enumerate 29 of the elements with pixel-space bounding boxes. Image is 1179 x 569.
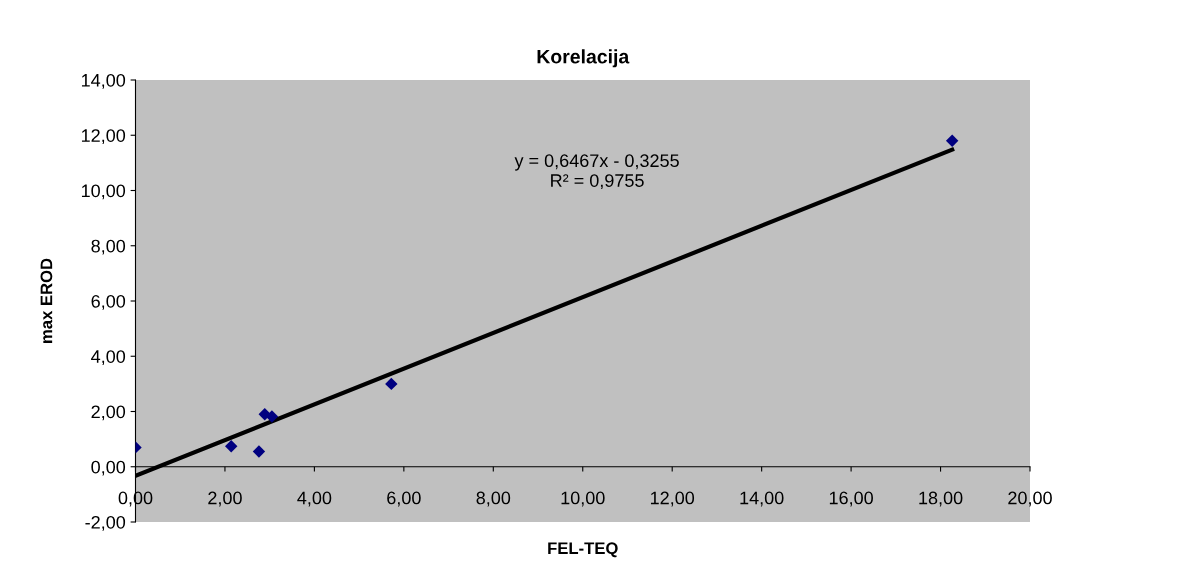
annotation: y = 0,6467x - 0,3255: [514, 154, 679, 171]
x-tick-label: 12,00: [650, 491, 695, 507]
y-axis-title: max EROD: [40, 258, 53, 343]
x-tick-label: 10,00: [561, 491, 605, 507]
chart-title: Korelacija: [537, 49, 630, 68]
x-tick-label: 4,00: [297, 491, 332, 507]
point: [252, 445, 266, 458]
y-tick-label: 8,00: [91, 239, 126, 255]
x-tick-label: 2,00: [208, 491, 242, 507]
y-tick-label: -2,00: [85, 515, 126, 531]
annotation: R² = 0,9755: [551, 174, 644, 190]
y-tick-label: 0,00: [91, 460, 126, 476]
y-tick-label: 10,00: [81, 184, 126, 200]
y-tick-label: 4,00: [91, 350, 126, 366]
x-tick-label: 16,00: [829, 491, 873, 507]
point: [945, 134, 959, 147]
x-tick-label: 20,00: [1008, 491, 1052, 507]
y-tick-label: 6,00: [91, 294, 126, 310]
y-tick-label: 14,00: [81, 73, 126, 89]
x-tick-label: 8,00: [476, 491, 511, 507]
point: [265, 410, 279, 423]
x-axis-title: FEL-TEQ: [548, 542, 618, 558]
x-tick-label: 14,00: [740, 491, 784, 507]
x-tick-label: 18,00: [919, 491, 963, 507]
point: [225, 440, 238, 453]
point: [385, 377, 398, 391]
y-tick-label: 12,00: [81, 129, 126, 145]
x-tick-label: 6,00: [387, 491, 421, 507]
y-tick-label: 2,00: [91, 405, 126, 421]
